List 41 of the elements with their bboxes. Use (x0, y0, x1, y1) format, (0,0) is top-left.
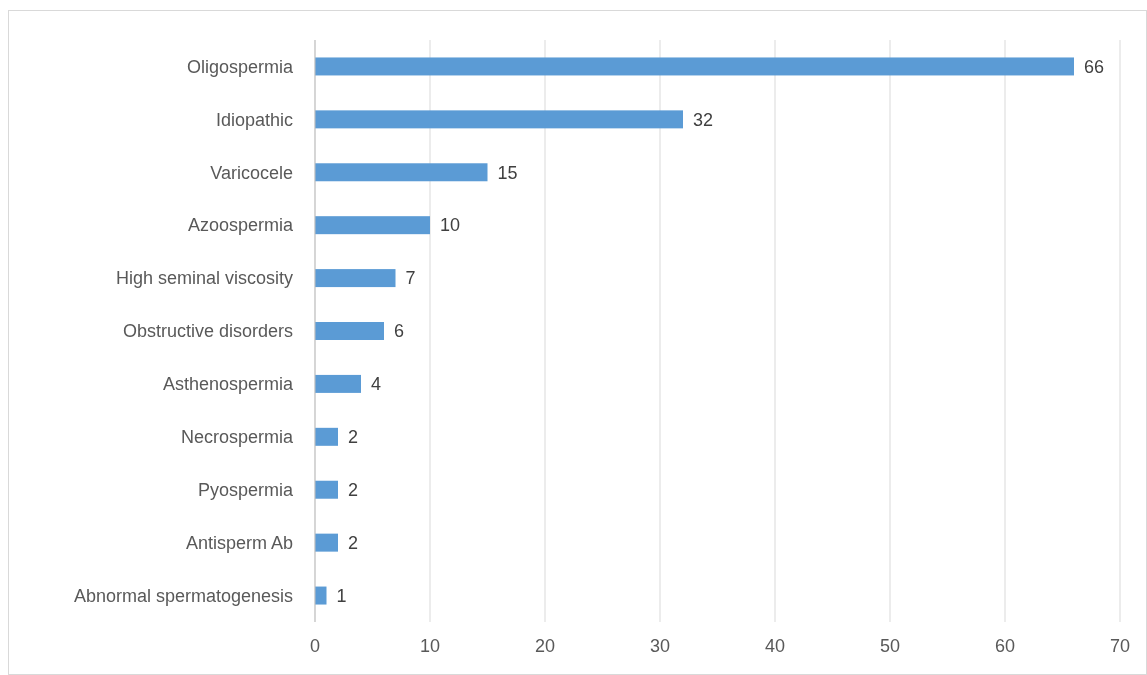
data-label: 66 (1084, 56, 1105, 77)
y-tick-label: Azoospermia (187, 215, 294, 236)
bar (315, 533, 338, 552)
y-tick-label: Obstructive disorders (122, 321, 293, 342)
x-tick-label: 60 (994, 636, 1016, 656)
x-tick-label: 70 (1109, 636, 1131, 656)
bar (315, 269, 396, 288)
y-tick-label: Abnormal spermatogenesis (73, 585, 293, 606)
data-label: 7 (405, 268, 416, 289)
x-tick-label: 0 (309, 636, 321, 656)
data-label: 32 (693, 109, 714, 130)
bar (315, 110, 683, 129)
y-tick-label: Oligospermia (186, 56, 294, 77)
y-tick-label: Necrospermia (180, 427, 294, 448)
x-tick-label: 50 (879, 636, 901, 656)
y-tick-label: Pyospermia (197, 480, 294, 501)
x-tick-label: 10 (419, 636, 441, 656)
data-label: 6 (394, 321, 405, 342)
bar (315, 322, 384, 340)
x-tick-label: 20 (534, 636, 556, 656)
data-label: 10 (440, 215, 461, 236)
bar (315, 374, 361, 393)
data-label: 2 (348, 427, 359, 448)
y-tick-label: Antisperm Ab (185, 532, 293, 553)
bar (315, 57, 1074, 76)
data-label: 2 (348, 532, 359, 553)
x-tick-label: 40 (764, 636, 786, 656)
y-tick-label: Asthenospermia (162, 374, 294, 395)
y-tick-label: Idiopathic (215, 109, 293, 130)
y-tick-label: High seminal viscosity (115, 268, 293, 289)
data-label: 1 (336, 585, 347, 606)
bar (315, 480, 338, 499)
y-tick-label: Varicocele (210, 162, 293, 183)
bar (315, 427, 338, 446)
data-label: 15 (497, 162, 518, 183)
data-label: 4 (371, 374, 382, 395)
bar (315, 216, 430, 235)
bar (315, 586, 327, 605)
bar (315, 163, 488, 182)
data-label: 2 (348, 480, 359, 501)
x-tick-label: 30 (649, 636, 671, 656)
